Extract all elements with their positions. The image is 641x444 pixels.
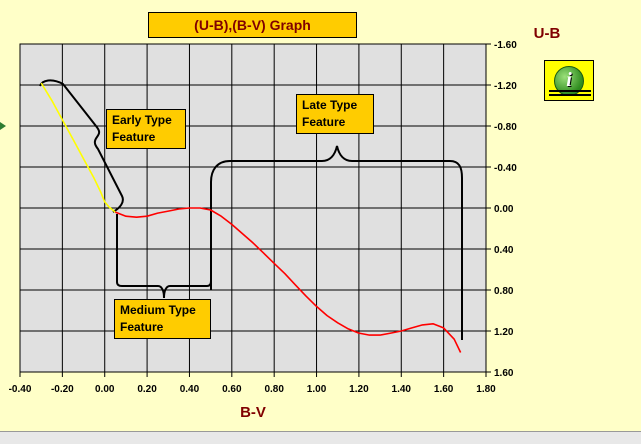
x-tick-label: 1.20	[349, 384, 369, 395]
x-axis-title: B-V	[240, 404, 266, 421]
grid	[20, 44, 486, 372]
medium-brace	[116, 214, 212, 299]
info-button[interactable]: i	[544, 60, 594, 101]
status-strip	[0, 431, 641, 444]
x-tick-label: -0.40	[9, 384, 32, 395]
y-tick-label: 0.00	[494, 204, 514, 215]
left-edge-arrow-icon	[0, 122, 6, 130]
y-tick-label: -0.40	[494, 163, 517, 174]
y-tick-label: 1.60	[494, 368, 514, 379]
series-line-0	[40, 82, 116, 213]
x-tick-label: 0.40	[180, 384, 200, 395]
x-tick-label: 1.80	[476, 384, 496, 395]
y-tick-label: 0.40	[494, 245, 514, 256]
axis-ticks: -0.40 -0.20 0.00 0.20 0.40 0.60 0.80 1.00 1.20 1.…	[9, 40, 518, 395]
chart-title: (U-B),(B-V) Graph	[148, 12, 357, 38]
late-type-label: Late Type Feature	[296, 94, 374, 134]
info-stripes	[549, 90, 591, 96]
series-line-1	[115, 207, 462, 353]
x-tick-label: -0.20	[51, 384, 74, 395]
early-type-label: Early Type Feature	[106, 109, 186, 149]
y-tick-label: -1.60	[494, 40, 517, 51]
late-brace	[210, 145, 463, 340]
medium-type-label: Medium Type Feature	[114, 299, 211, 339]
y-tick-label: -1.20	[494, 81, 517, 92]
x-tick-label: 1.00	[307, 384, 327, 395]
y-tick-label: 0.80	[494, 286, 514, 297]
y-tick-label: -0.80	[494, 122, 517, 133]
x-tick-label: 1.40	[392, 384, 412, 395]
x-tick-label: 0.80	[264, 384, 284, 395]
x-tick-label: 1.60	[434, 384, 454, 395]
x-tick-label: 0.60	[222, 384, 242, 395]
x-tick-label: 0.00	[95, 384, 115, 395]
early-brace	[39, 79, 124, 213]
x-tick-label: 0.20	[137, 384, 157, 395]
y-tick-label: 1.20	[494, 327, 514, 338]
annotation-braces	[39, 79, 463, 340]
series-group	[40, 82, 462, 353]
y-axis-title: U-B	[534, 25, 561, 42]
